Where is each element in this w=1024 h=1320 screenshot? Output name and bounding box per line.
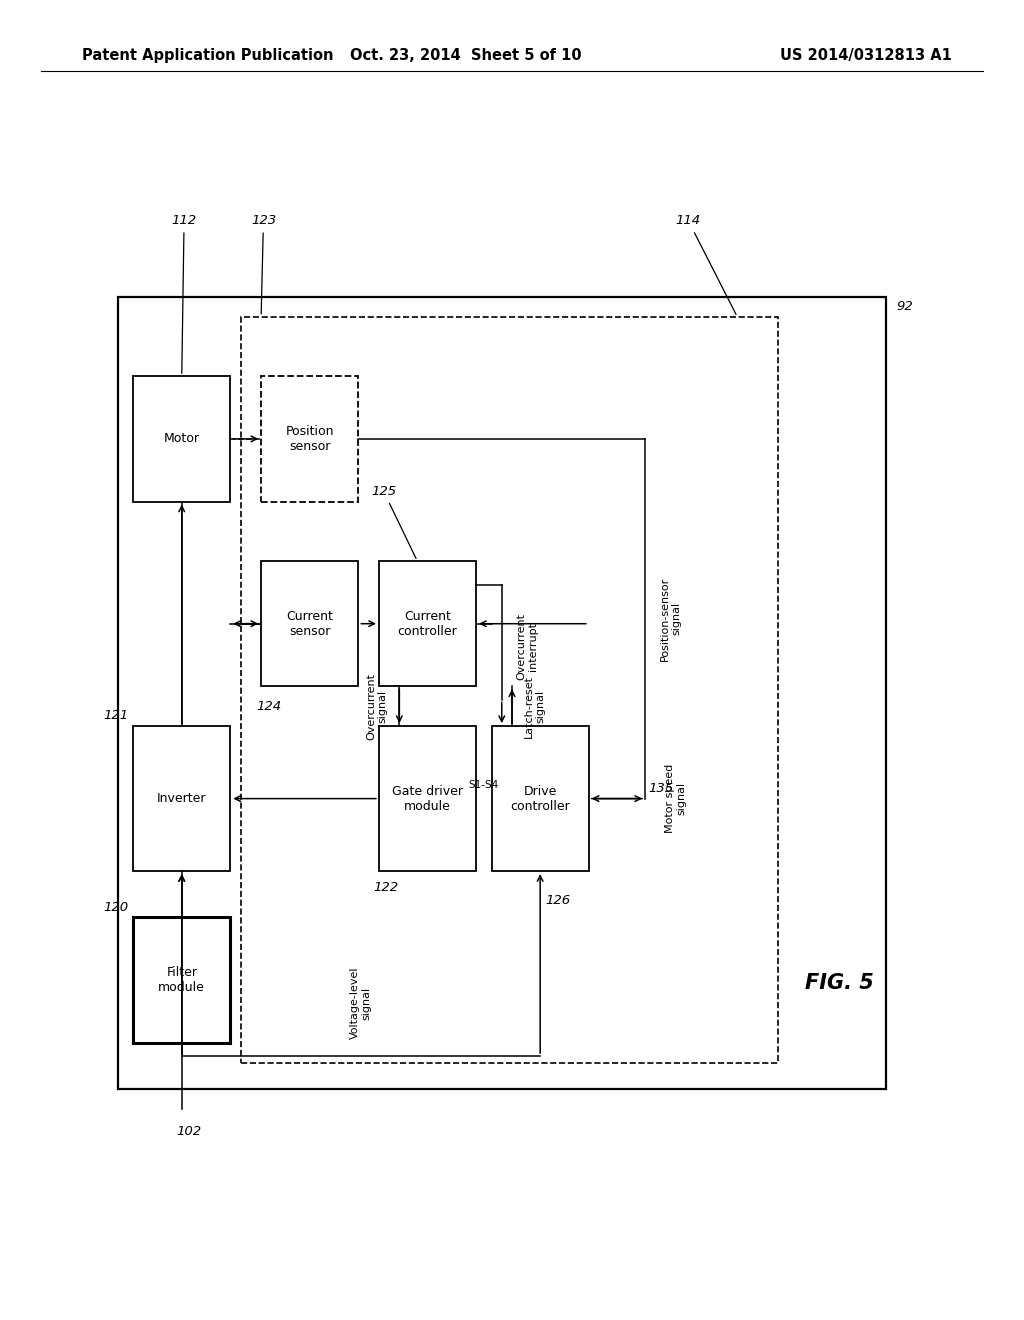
Text: 125: 125 <box>371 484 416 558</box>
Bar <box>241 317 778 1063</box>
Text: Patent Application Publication: Patent Application Publication <box>82 48 334 63</box>
Text: Overcurrent
interrupt: Overcurrent interrupt <box>516 614 539 680</box>
Text: FIG. 5: FIG. 5 <box>805 973 874 994</box>
Text: Motor: Motor <box>164 433 200 445</box>
Bar <box>379 561 476 686</box>
Bar <box>133 376 230 502</box>
Text: Latch-reset
signal: Latch-reset signal <box>523 675 546 738</box>
Text: S1-S4: S1-S4 <box>469 780 499 791</box>
Text: Position-sensor
signal: Position-sensor signal <box>659 577 682 661</box>
Text: 102: 102 <box>176 1125 202 1138</box>
Bar <box>261 561 358 686</box>
Text: Current
controller: Current controller <box>397 610 458 638</box>
Text: 126: 126 <box>545 894 570 907</box>
Text: Oct. 23, 2014  Sheet 5 of 10: Oct. 23, 2014 Sheet 5 of 10 <box>350 48 582 63</box>
Text: Voltage-level
signal: Voltage-level signal <box>350 968 372 1039</box>
Bar <box>133 726 230 871</box>
Bar <box>133 917 230 1043</box>
Text: Position
sensor: Position sensor <box>286 425 334 453</box>
Text: 122: 122 <box>374 880 399 894</box>
Text: Overcurrent
signal: Overcurrent signal <box>366 673 388 739</box>
Bar <box>261 376 358 502</box>
Text: Gate driver
module: Gate driver module <box>392 784 463 813</box>
Text: 135: 135 <box>648 781 674 795</box>
Text: 120: 120 <box>102 900 128 913</box>
Text: US 2014/0312813 A1: US 2014/0312813 A1 <box>780 48 952 63</box>
Text: Current
sensor: Current sensor <box>287 610 333 638</box>
Bar <box>379 726 476 871</box>
Bar <box>492 726 589 871</box>
Text: Motor speed
signal: Motor speed signal <box>665 764 687 833</box>
Text: Inverter: Inverter <box>157 792 207 805</box>
Text: 92: 92 <box>896 300 912 313</box>
Text: Drive
controller: Drive controller <box>510 784 570 813</box>
Text: 124: 124 <box>256 700 282 713</box>
Text: 114: 114 <box>676 214 736 314</box>
Text: 121: 121 <box>102 709 128 722</box>
Bar <box>118 297 886 1089</box>
Text: Filter
module: Filter module <box>159 966 205 994</box>
Text: 112: 112 <box>171 214 197 374</box>
Text: 123: 123 <box>251 214 276 314</box>
